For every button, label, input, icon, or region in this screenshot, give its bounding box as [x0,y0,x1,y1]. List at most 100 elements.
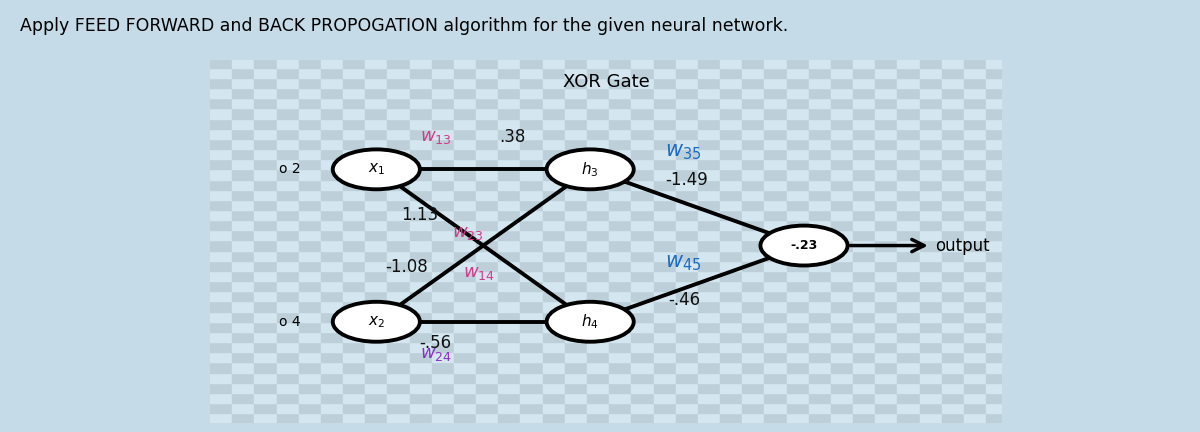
Bar [786,210,809,220]
Bar [764,332,786,342]
Bar [587,68,610,78]
Bar [388,129,409,139]
Bar [365,403,388,413]
Bar [654,220,676,230]
Bar [409,190,432,200]
Bar [365,210,388,220]
Bar [898,169,919,180]
Bar [476,139,498,149]
Bar [276,98,299,108]
Bar [942,129,964,139]
Bar [542,129,565,139]
Bar [232,383,254,393]
Bar [942,352,964,362]
Bar [254,251,276,261]
Bar [276,108,299,118]
Bar [676,57,698,68]
Bar [299,241,320,251]
Bar [232,190,254,200]
Bar [610,352,631,362]
Bar [786,362,809,372]
Bar [919,281,942,291]
Bar [898,88,919,98]
Bar [587,413,610,423]
Bar [898,241,919,251]
Bar [365,200,388,210]
Bar [631,210,654,220]
Bar [254,281,276,291]
Bar [476,393,498,403]
Bar [521,372,542,383]
Bar [232,98,254,108]
Bar [542,261,565,271]
Bar [409,393,432,403]
Bar [254,88,276,98]
Bar [587,108,610,118]
Bar [210,159,232,169]
Bar [698,48,720,57]
Text: -.56: -.56 [420,334,451,353]
Bar [432,108,454,118]
Bar [898,362,919,372]
Bar [476,220,498,230]
Bar [875,251,898,261]
Bar [432,393,454,403]
Bar [254,372,276,383]
Bar [299,190,320,200]
Bar [388,169,409,180]
Bar [587,230,610,241]
Bar [565,362,587,372]
Bar [409,230,432,241]
Bar [853,302,875,311]
Bar [432,291,454,302]
Bar [409,403,432,413]
Bar [409,169,432,180]
Bar [698,332,720,342]
Bar [743,48,764,57]
Bar [875,342,898,352]
Bar [254,220,276,230]
Bar [676,322,698,332]
Bar [631,220,654,230]
Bar [1008,362,1031,372]
Bar [898,149,919,159]
Bar [299,118,320,129]
Bar [898,200,919,210]
Bar [299,220,320,230]
Bar [830,322,853,332]
Bar [343,210,365,220]
Bar [232,393,254,403]
Bar [1008,190,1031,200]
Bar [786,393,809,403]
Bar [631,200,654,210]
Bar [786,78,809,88]
Bar [986,78,1008,88]
Bar [276,220,299,230]
Bar [587,57,610,68]
Bar [720,322,743,332]
Bar [365,291,388,302]
Bar [898,210,919,220]
Bar [743,190,764,200]
Bar [542,342,565,352]
Bar [986,220,1008,230]
Bar [942,261,964,271]
Bar [964,200,986,210]
Bar [521,352,542,362]
Bar [786,241,809,251]
Bar [565,261,587,271]
Bar [919,118,942,129]
Bar [610,48,631,57]
Bar [853,322,875,332]
Bar [565,149,587,159]
Bar [343,372,365,383]
Bar [786,342,809,352]
Bar [409,149,432,159]
Bar [764,342,786,352]
Bar [454,68,476,78]
Bar [232,129,254,139]
Bar [786,220,809,230]
Bar [299,291,320,302]
Bar [631,342,654,352]
Bar [320,413,343,423]
